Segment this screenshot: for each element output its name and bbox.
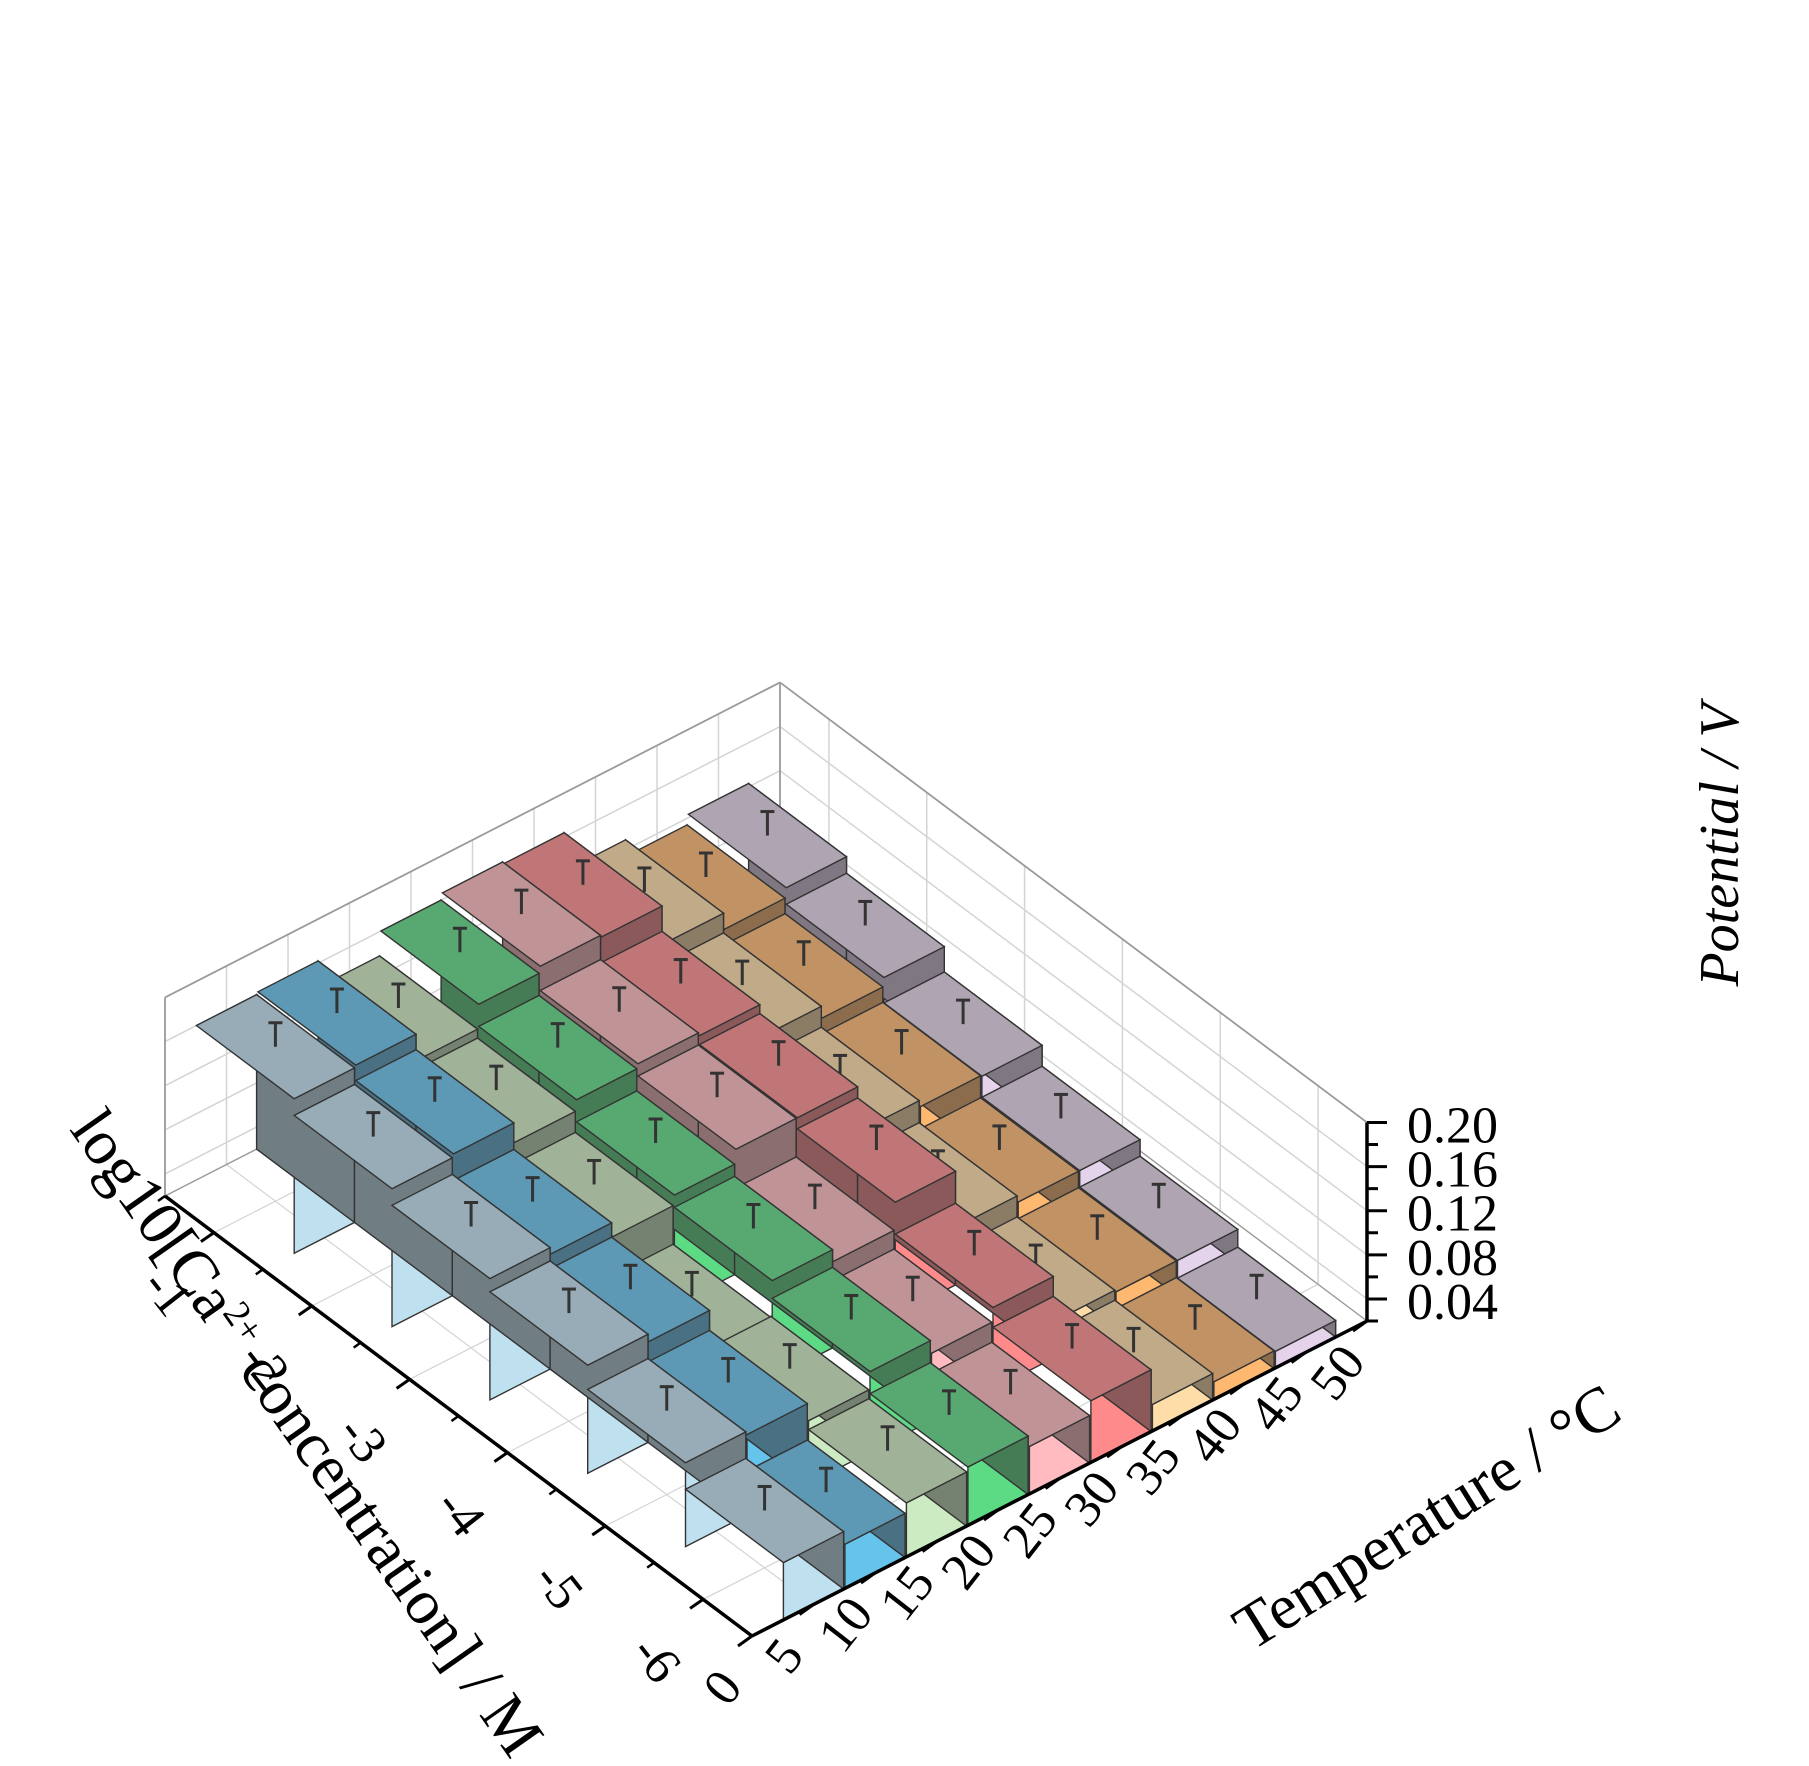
bar [807,1397,968,1559]
y-tick [1352,1319,1368,1333]
x-tick-label: -6 [620,1625,692,1694]
bar [980,1064,1142,1223]
bar-top-face [488,1260,650,1367]
y-tick [1290,1351,1307,1364]
x-tick [591,1524,607,1537]
bars-group [195,782,1337,1622]
bar-top-face [586,1357,748,1464]
z-tick-label: 0.04 [1407,1274,1498,1331]
x-tick [395,1378,411,1390]
y-tick [1167,1414,1184,1427]
y-tick [1106,1445,1122,1459]
bar-top-face [893,1202,1055,1309]
x-tick [200,1231,215,1243]
bar-top-face [991,1295,1153,1402]
bar-top-face [684,1457,845,1564]
bar [684,1457,845,1622]
y-tick [1229,1382,1245,1396]
bar [868,1361,1030,1527]
bar-top-face [807,1397,968,1504]
y-tick-label: 5 [754,1629,815,1685]
bar-top-face [698,1012,859,1119]
y-tick [798,1603,815,1616]
x-tick [297,1304,313,1317]
x-tick-label: -4 [425,1478,497,1547]
y-tick [737,1634,753,1648]
x-minor-tick [352,1341,362,1349]
z-axis-title: Potential / V [1689,698,1751,988]
z-tick-label: 0.08 [1407,1230,1498,1287]
z-tick-label: 0.16 [1407,1142,1498,1199]
chart-axes [157,1120,1387,1648]
y-tick [1044,1477,1061,1490]
bar [390,1173,552,1402]
grid-line [779,814,1368,1256]
x-tick [689,1598,704,1610]
grid-line [779,725,1368,1168]
bar-top-face [636,1044,798,1151]
bar [930,1340,1091,1496]
frame-edge [779,681,1368,1124]
x-minor-tick [157,1194,166,1203]
bar [1114,1276,1276,1401]
x-minor-tick [548,1488,558,1496]
x-minor-tick [646,1561,655,1569]
y-tick [983,1508,999,1522]
y-tick [921,1540,938,1553]
x-minor-tick [255,1268,264,1276]
y-tick-label: 0 [693,1660,754,1716]
bar-top-face [868,1361,1030,1468]
x-minor-tick [450,1414,460,1423]
frame-edge [164,681,781,999]
z-tick-label: 0.12 [1407,1186,1498,1243]
bar-top-face [796,1097,957,1204]
bar-top-face [687,782,848,889]
grid-line [779,770,1368,1212]
bar [745,1438,907,1590]
y-tick [860,1571,876,1585]
bar [1176,1245,1337,1370]
z-tick-label: 0.20 [1407,1097,1498,1154]
x-tick [493,1451,509,1463]
bar-top-face [770,1266,932,1373]
x-tick-label: -5 [522,1551,594,1620]
